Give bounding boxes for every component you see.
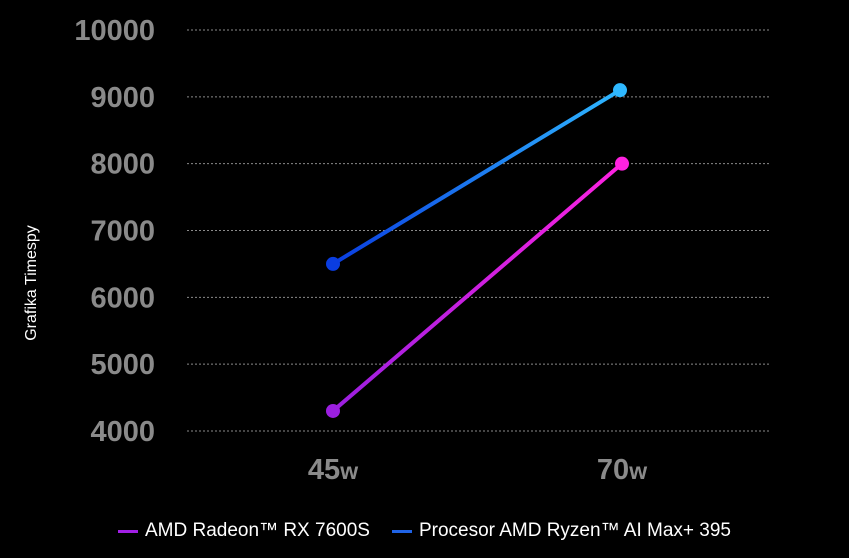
- y-tick-label-10000: 10000: [74, 15, 155, 47]
- legend: AMD Radeon™ RX 7600S Procesor AMD Ryzen™…: [0, 520, 849, 542]
- gridlines: [187, 29, 771, 432]
- y-tick-label-6000: 6000: [90, 282, 155, 314]
- y-axis-label: Grafika Timespy: [23, 225, 40, 341]
- series-line-0: [331, 161, 624, 413]
- y-axis-ticks: 10000 9000 8000 7000 6000 5000 4000: [74, 15, 155, 448]
- y-tick-label-8000: 8000: [90, 149, 155, 181]
- x-axis-ticks: 45w 70w: [308, 454, 647, 486]
- x-tick-label-45: 45w: [308, 454, 358, 486]
- data-point-0-1: [615, 156, 629, 171]
- series-group: [326, 83, 629, 418]
- legend-swatch-ryzen: [391, 529, 412, 533]
- legend-swatch-radeon: [118, 529, 138, 533]
- legend-item-ryzen: Procesor AMD Ryzen™ AI Max+ 395: [391, 520, 731, 542]
- y-tick-label-7000: 7000: [90, 216, 155, 248]
- y-tick-label-4000: 4000: [90, 416, 155, 448]
- legend-label-ryzen: Procesor AMD Ryzen™ AI Max+ 395: [418, 520, 731, 541]
- x-tick-label-70: 70w: [597, 454, 647, 486]
- data-point-1-0: [326, 256, 340, 271]
- y-tick-label-5000: 5000: [90, 349, 155, 381]
- data-point-1-1: [613, 83, 627, 98]
- legend-label-radeon: AMD Radeon™ RX 7600S: [145, 520, 370, 541]
- data-point-0-0: [326, 403, 340, 418]
- series-line-1: [331, 88, 622, 266]
- y-tick-label-9000: 9000: [90, 82, 155, 114]
- legend-item-radeon: AMD Radeon™ RX 7600S: [118, 520, 370, 542]
